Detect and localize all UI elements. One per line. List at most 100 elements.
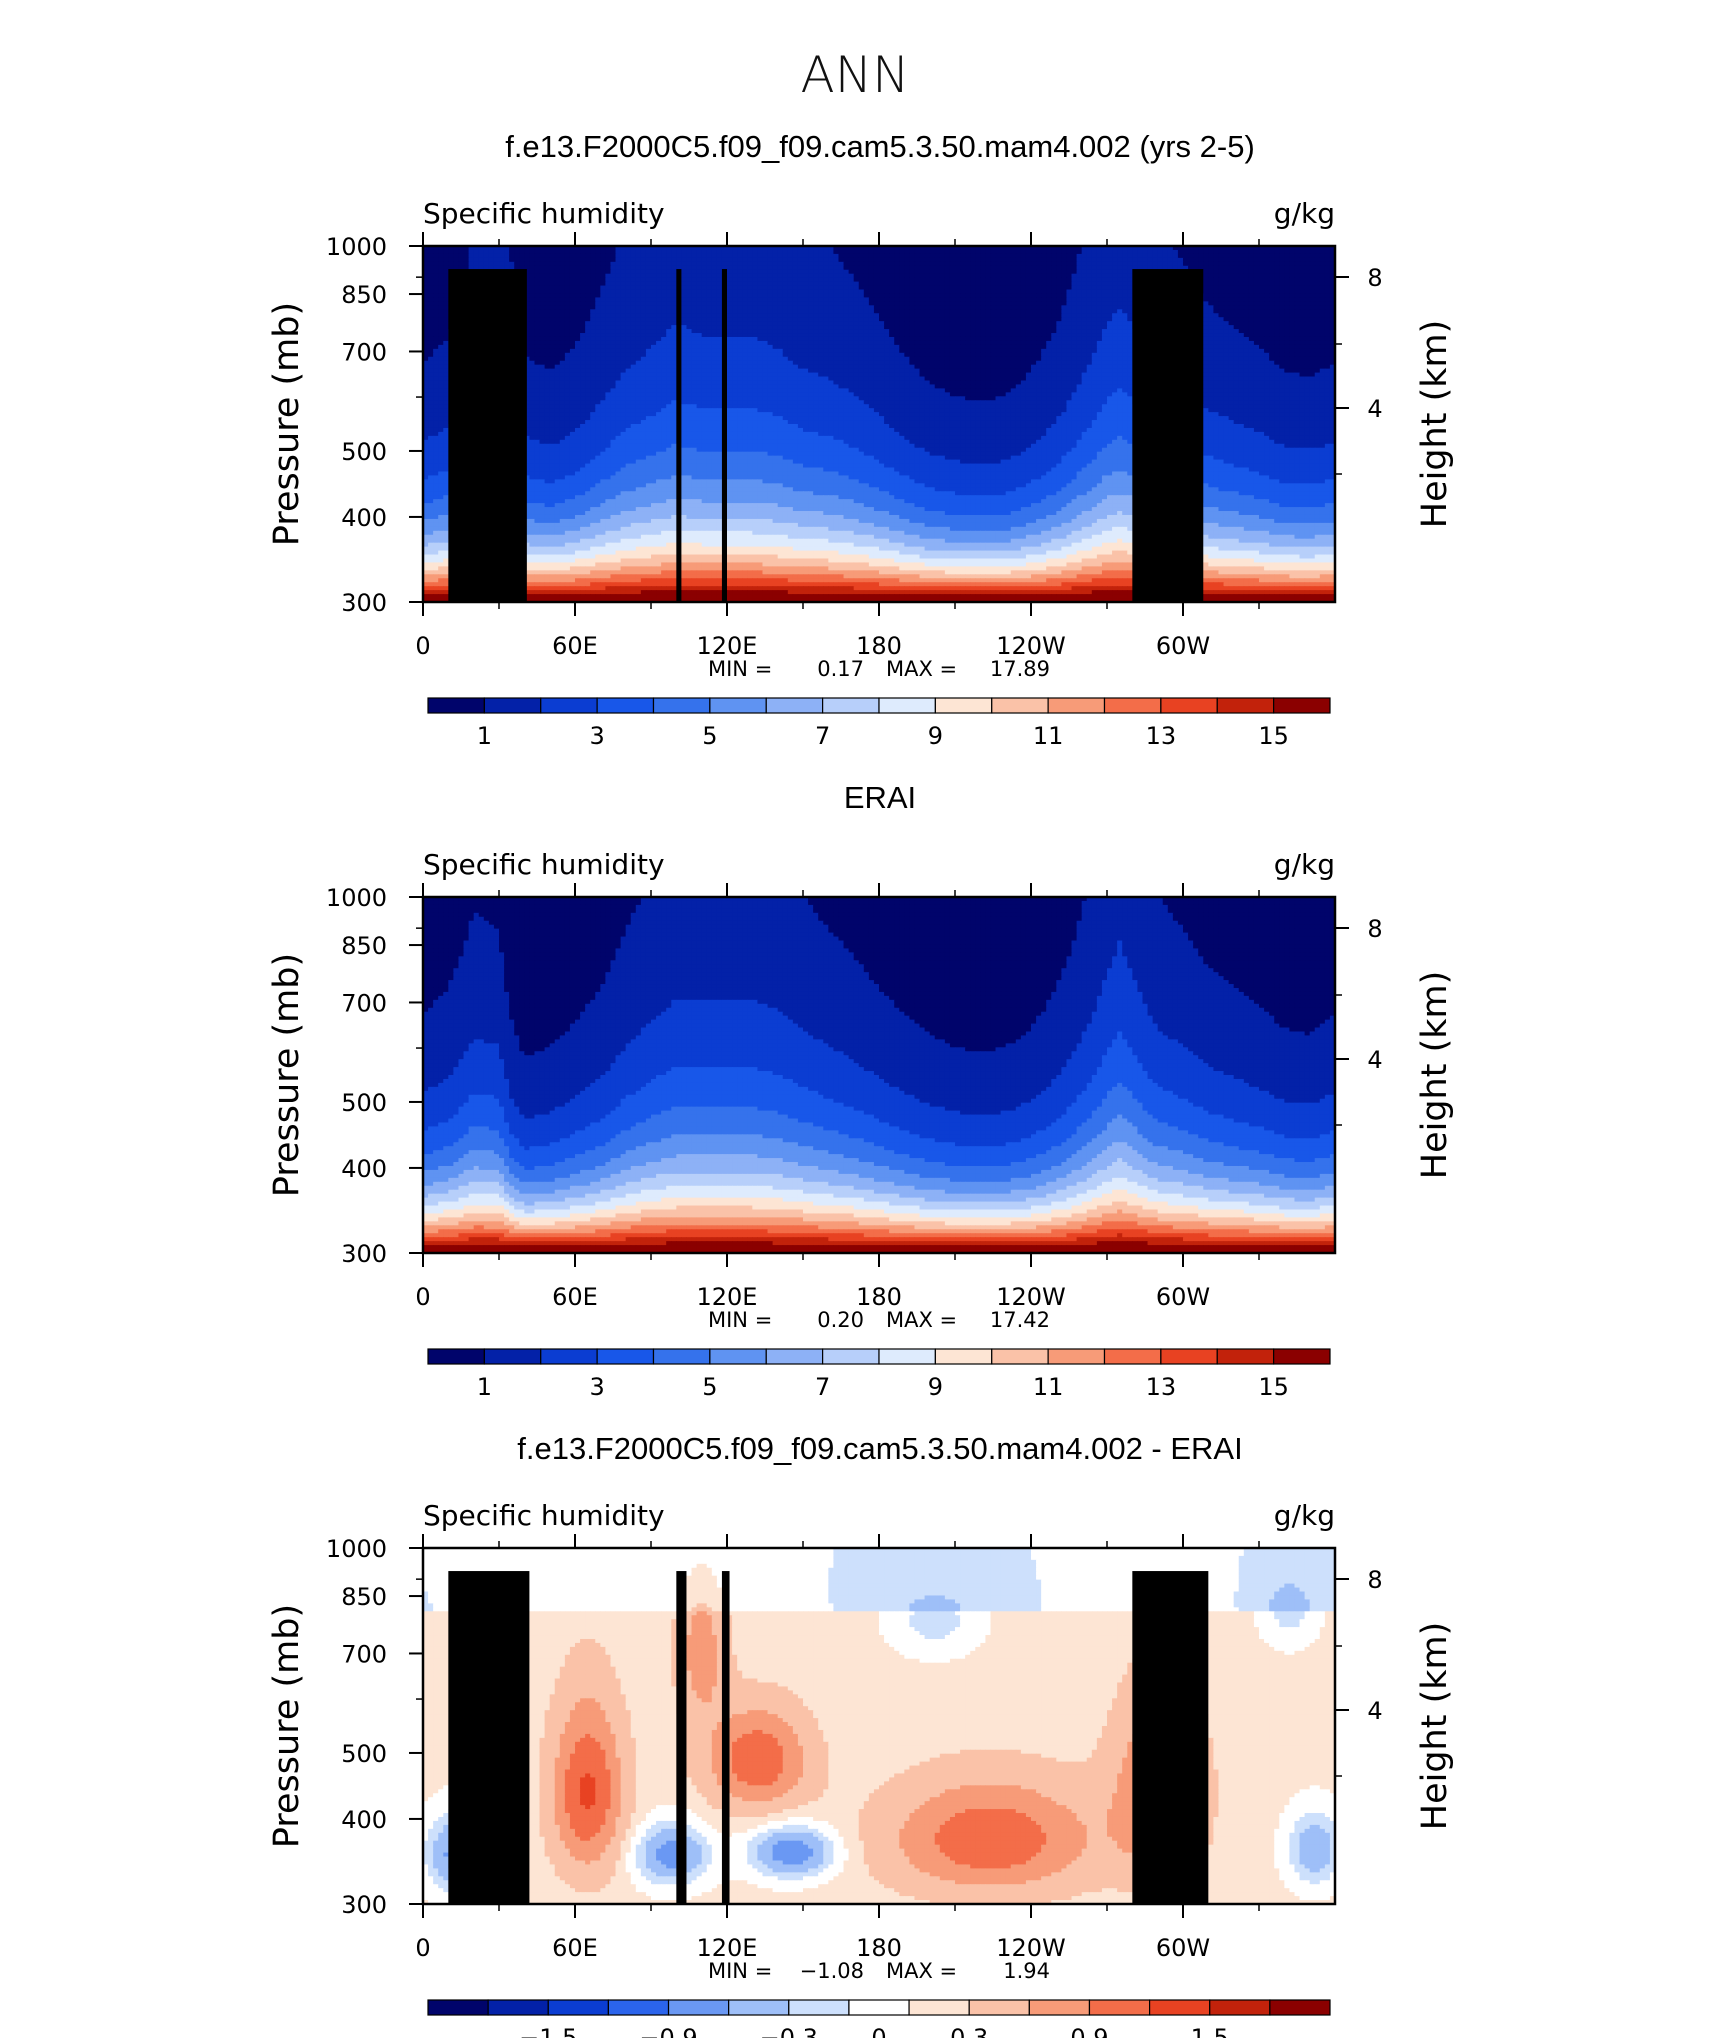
contour-cell <box>904 266 910 271</box>
contour-cell <box>950 286 956 291</box>
contour-cell <box>534 305 540 310</box>
contour-cell <box>631 282 637 287</box>
contour-cell <box>1274 309 1280 314</box>
contour-cell <box>1011 293 1017 298</box>
contour-cell <box>570 297 576 302</box>
contour-cell <box>955 313 961 318</box>
contour-cell <box>616 254 622 259</box>
contour-cell <box>1026 274 1032 279</box>
contour-cell <box>980 270 986 275</box>
contour-cell <box>565 278 571 283</box>
contour-cell <box>438 286 444 291</box>
contour-cell <box>595 266 601 271</box>
contour-cell <box>428 293 434 298</box>
contour-cell <box>985 270 991 275</box>
contour-cell <box>1051 290 1057 295</box>
contour-cell <box>651 278 657 283</box>
contour-cell <box>560 278 566 283</box>
contour-cell <box>1021 313 1027 318</box>
contour-cell <box>808 266 814 271</box>
contour-cell <box>1082 290 1088 295</box>
contour-cell <box>671 266 677 271</box>
contour-cell <box>534 290 540 295</box>
contour-cell <box>1259 270 1265 275</box>
contour-cell <box>443 293 449 298</box>
contour-cell <box>641 317 647 322</box>
contour-cell <box>661 297 667 302</box>
contour-cell <box>899 254 905 259</box>
contour-cell <box>925 254 931 259</box>
contour-cell <box>930 270 936 275</box>
contour-cell <box>793 274 799 279</box>
contour-cell <box>768 270 774 275</box>
contour-cell <box>742 297 748 302</box>
contour-cell <box>1203 262 1209 267</box>
contour-cell <box>798 266 804 271</box>
contour-cell <box>631 313 637 318</box>
contour-cell <box>555 254 561 259</box>
contour-cell <box>818 313 824 318</box>
contour-cell <box>1254 286 1260 291</box>
contour-cell <box>646 262 652 267</box>
contour-cell <box>1026 266 1032 271</box>
contour-cell <box>1127 278 1133 283</box>
contour-cell <box>712 286 718 291</box>
contour-cell <box>1234 254 1240 259</box>
contour-cell <box>925 290 931 295</box>
contour-cell <box>1107 278 1113 283</box>
contour-cell <box>671 313 677 318</box>
contour-cell <box>605 274 611 279</box>
contour-cell <box>1249 305 1255 310</box>
contour-cell <box>1087 274 1093 279</box>
contour-cell <box>1137 258 1143 263</box>
contour-cell <box>899 286 905 291</box>
contour-cell <box>930 297 936 302</box>
contour-cell <box>823 274 829 279</box>
contour-cell <box>1001 309 1007 314</box>
contour-cell <box>828 313 834 318</box>
contour-cell <box>808 317 814 322</box>
contour-cell <box>980 313 986 318</box>
contour-cell <box>595 301 601 306</box>
contour-cell <box>1051 301 1057 306</box>
contour-cell <box>595 254 601 259</box>
contour-cell <box>428 309 434 314</box>
contour-cell <box>1016 262 1022 267</box>
contour-cell <box>595 250 601 255</box>
contour-cell <box>529 293 535 298</box>
contour-cell <box>580 305 586 310</box>
contour-cell <box>686 290 692 295</box>
contour-cell <box>1305 274 1311 279</box>
contour-cell <box>864 266 870 271</box>
contour-cell <box>540 262 546 267</box>
contour-cell <box>1193 254 1199 259</box>
contour-cell <box>1011 317 1017 322</box>
contour-cell <box>636 274 642 279</box>
contour-cell <box>1224 317 1230 322</box>
contour-cell <box>930 313 936 318</box>
contour-cell <box>464 250 470 255</box>
contour-cell <box>656 313 662 318</box>
contour-cell <box>960 297 966 302</box>
contour-cell <box>1239 270 1245 275</box>
contour-cell <box>1254 274 1260 279</box>
contour-cell <box>732 266 738 271</box>
contour-cell <box>1224 297 1230 302</box>
contour-cell <box>646 270 652 275</box>
contour-cell <box>864 313 870 318</box>
contour-cell <box>702 282 708 287</box>
contour-cell <box>1102 293 1108 298</box>
contour-cell <box>757 293 763 298</box>
contour-cell <box>1305 309 1311 314</box>
contour-cell <box>1006 274 1012 279</box>
contour-cell <box>940 282 946 287</box>
contour-cell <box>914 309 920 314</box>
contour-cell <box>1259 258 1265 263</box>
contour-cell <box>646 309 652 314</box>
contour-cell <box>681 254 687 259</box>
contour-cell <box>428 317 434 322</box>
contour-cell <box>428 297 434 302</box>
contour-cell <box>1279 262 1285 267</box>
contour-cell <box>1036 286 1042 291</box>
contour-cell <box>757 282 763 287</box>
